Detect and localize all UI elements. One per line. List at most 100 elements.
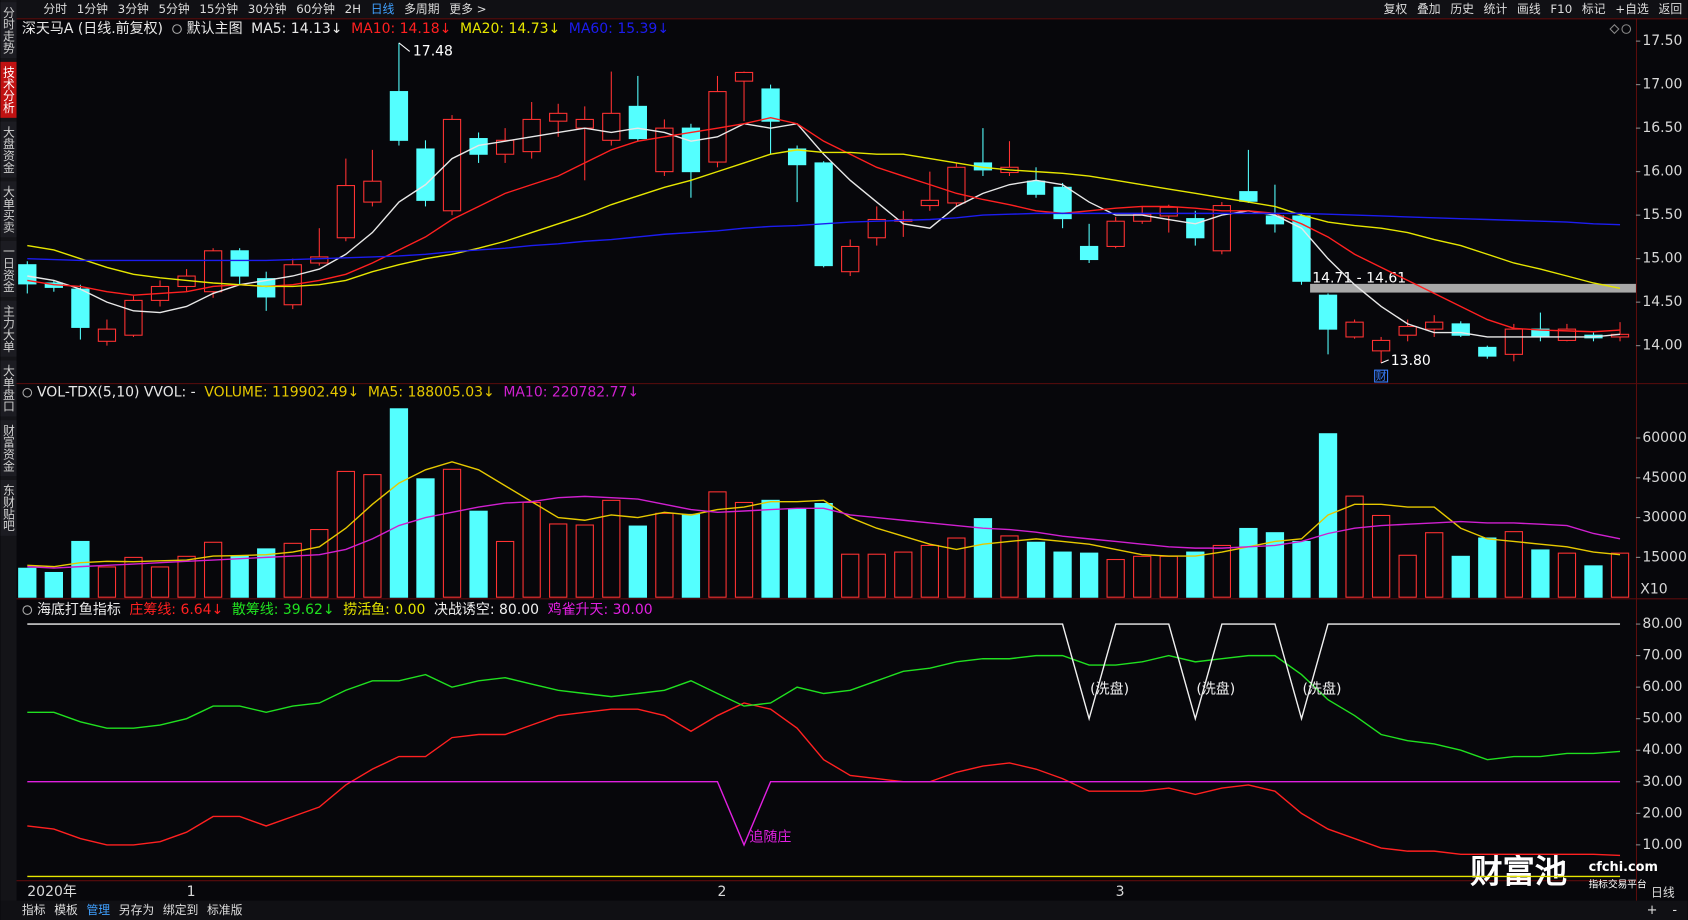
dip-label: (洗盘) (1303, 681, 1342, 698)
period-tab[interactable]: 更多 > (449, 2, 486, 16)
side-tab[interactable] (0, 61, 17, 118)
y-tick-label: 50.00 (1642, 711, 1682, 727)
candle-body (1451, 323, 1470, 336)
volume-bar (336, 470, 355, 598)
period-tab[interactable]: 5分钟 (159, 2, 190, 16)
volume-bar (522, 501, 541, 598)
side-tab-label[interactable]: 技术分析 (1, 66, 15, 114)
indicator-line (27, 212, 1621, 262)
bottom-tab[interactable]: 指标 (22, 903, 46, 917)
side-tab-label[interactable]: 一日资金 (1, 245, 15, 292)
bottom-tab[interactable]: 管理 (86, 903, 110, 917)
volume-bar (310, 528, 329, 598)
panel-borders (16, 18, 1688, 901)
indicator-line (27, 781, 1621, 847)
legend-entry: VOLUME: 119902.49↓ (204, 385, 359, 401)
unit-label: X10 (1640, 582, 1667, 598)
zoom-button[interactable]: + (1647, 903, 1658, 918)
candle-body (814, 162, 833, 267)
bottom-tab[interactable]: 另存为 (119, 903, 154, 917)
period-tab[interactable]: 60分钟 (296, 2, 335, 16)
toolbar-action[interactable]: 历史 (1450, 2, 1474, 16)
bottom-bar (0, 900, 1688, 920)
candle-body (18, 264, 37, 285)
chart-title: 深天马A (日线.前复权) (22, 20, 163, 37)
volume-bar (1345, 495, 1364, 598)
volume-bar (389, 408, 409, 598)
candle-body (1398, 325, 1417, 336)
period-tab[interactable]: 多周期 (404, 2, 440, 16)
candle-body (947, 166, 966, 204)
period-tab[interactable]: 30分钟 (248, 2, 287, 16)
candle-body (1106, 220, 1125, 247)
volume-bar (628, 525, 647, 598)
dip-label: (洗盘) (1090, 681, 1129, 698)
y-tick-label: 17.00 (1642, 77, 1682, 93)
side-tab-label[interactable]: 大盘资金 (1, 125, 15, 173)
volume-bar (1053, 551, 1072, 598)
toolbar-action[interactable]: F10 (1550, 2, 1572, 16)
period-tab[interactable]: 3分钟 (118, 2, 149, 16)
side-tab[interactable] (0, 420, 17, 477)
volume-bar (1265, 532, 1285, 598)
y-tick-label: 15000 (1642, 549, 1686, 565)
event-marker: 财 (1376, 370, 1387, 383)
candle-body (1557, 328, 1577, 341)
bottom-tab[interactable]: 模板 (54, 903, 78, 917)
toolbar-action[interactable]: 叠加 (1417, 2, 1441, 16)
side-tab-label[interactable]: 东财贴吧 (1, 484, 15, 531)
toolbar-action[interactable]: 画线 (1517, 2, 1541, 16)
panel-icon[interactable] (22, 605, 33, 615)
x-tick-label: 1 (187, 884, 196, 900)
candle-body (71, 288, 90, 328)
y-tick-label: 40.00 (1642, 742, 1682, 758)
toolbar-action[interactable]: 返回 (1659, 2, 1683, 16)
watermark-slogan: 指标交易平台 (1589, 877, 1647, 890)
volume-bar (920, 544, 939, 598)
panel-icon[interactable] (22, 387, 33, 398)
legend-entry: MA5: 14.13↓ (251, 21, 342, 37)
volume-bar (44, 571, 63, 598)
panel-icon[interactable] (172, 24, 182, 34)
side-tab-label[interactable]: 主力大单 (1, 304, 15, 352)
period-tab[interactable]: 分时 (43, 2, 67, 16)
icon[interactable] (1621, 24, 1632, 34)
candle-body (1133, 213, 1152, 222)
side-tab-label[interactable]: 财富资金 (1, 424, 15, 472)
indicator-line (27, 116, 1621, 333)
bottom-tab[interactable]: 标准版 (207, 903, 243, 917)
icon[interactable] (1609, 23, 1620, 35)
candle-body (1159, 206, 1178, 217)
period-tab[interactable]: 日线 (371, 2, 395, 16)
y-tick-label: 30000 (1642, 510, 1686, 526)
volume-bar (177, 555, 196, 598)
period-tab[interactable]: 1分钟 (77, 2, 108, 16)
side-tab[interactable] (0, 300, 17, 357)
y-tick-label: 45000 (1642, 470, 1686, 486)
side-tab-label[interactable]: 大单盘口 (1, 364, 15, 412)
volume-bar (1026, 541, 1046, 598)
side-tab[interactable] (0, 479, 17, 536)
volume-bar (973, 518, 993, 598)
bottom-tab[interactable]: 绑定到 (163, 903, 199, 917)
side-tab[interactable] (0, 2, 17, 59)
toolbar-action[interactable]: 标记 (1582, 2, 1606, 16)
zoom-button[interactable]: - (1672, 903, 1677, 918)
y-tick-label: 80.00 (1642, 616, 1682, 632)
period-tab[interactable]: 15分钟 (199, 2, 238, 16)
side-tab[interactable] (0, 121, 17, 178)
period-tab[interactable]: 2H (345, 2, 361, 16)
side-tab[interactable] (0, 181, 17, 238)
toolbar-action[interactable]: 统计 (1484, 2, 1508, 16)
volume-bar (867, 553, 886, 598)
volume-bar (947, 537, 966, 598)
candle-body (257, 278, 276, 298)
volume-bar (761, 499, 780, 598)
toolbar-action[interactable]: +自选 (1615, 2, 1649, 16)
side-tab-label[interactable]: 大单买卖 (1, 185, 15, 233)
candle-body (628, 105, 647, 140)
toolbar-action[interactable]: 复权 (1384, 2, 1408, 16)
side-tab[interactable] (0, 360, 17, 417)
side-tab[interactable] (0, 241, 17, 297)
side-tab-label[interactable]: 分时走势 (1, 6, 15, 53)
